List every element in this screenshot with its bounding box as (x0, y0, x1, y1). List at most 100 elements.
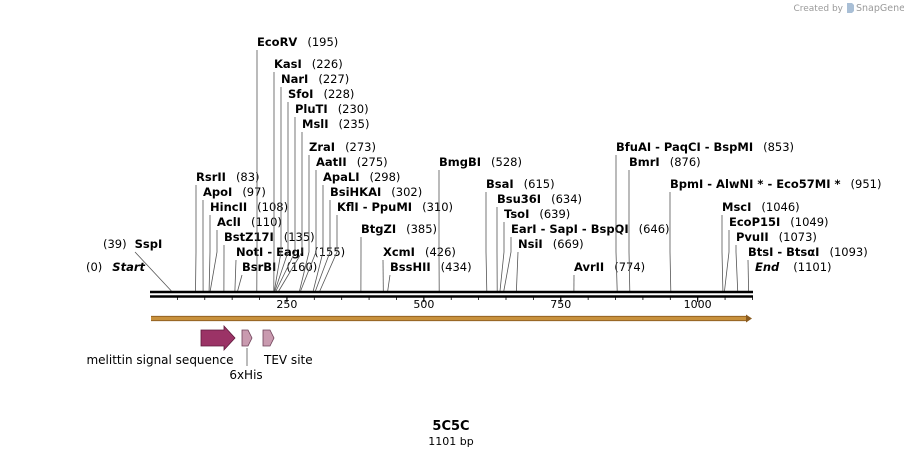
svg-text:ApoI(97): ApoI (97) (203, 185, 266, 199)
enzyme-site: MslI (235) (278, 117, 369, 292)
enzyme-site: BpmI - AlwNI * - Eco57MI * (951) (669, 177, 881, 292)
svg-text:AvrII(774): AvrII (774) (574, 260, 645, 274)
svg-text:KflI - PpuMI(310): KflI - PpuMI (310) (337, 200, 453, 214)
site-position: (230) (338, 102, 369, 116)
cut-line (299, 155, 310, 292)
cut-line (724, 230, 730, 292)
svg-text:BstZ17I(135): BstZ17I (135) (224, 230, 315, 244)
end-position: (1101) (793, 260, 831, 274)
site-separator: - (263, 245, 276, 259)
site-position: (228) (323, 87, 354, 101)
enzyme-site: BmrI (876) (628, 155, 701, 292)
site-enzyme: XcmI (383, 245, 415, 259)
cut-line (499, 222, 505, 292)
feature-arrow (241, 329, 253, 347)
enzyme-site: RsrII (83) (195, 170, 260, 292)
enzyme-site: NarI (227) (273, 72, 349, 292)
feature-label: melittin signal sequence (86, 353, 233, 367)
feature-melittin-signal-sequence: melittin signal sequence (86, 324, 236, 367)
svg-text:MscI(1046): MscI (1046) (722, 200, 800, 214)
snapgene-logo-icon (847, 3, 854, 13)
svg-text:BfuAI - PaqCI - BspMI(853): BfuAI - PaqCI - BspMI (853) (616, 140, 794, 154)
site-position: (135) (284, 230, 315, 244)
site-enzyme: NotI (236, 245, 263, 259)
cut-line (503, 237, 512, 292)
site-enzyme: AvrII (574, 260, 604, 274)
site-enzyme: NarI (281, 72, 308, 86)
site-separator: - (578, 222, 591, 236)
svg-text:HincII(108): HincII (108) (210, 200, 288, 214)
site-enzyme: BtsαI (786, 245, 819, 259)
svg-text:RsrII(83): RsrII (83) (196, 170, 260, 184)
site-enzyme: BsiHKAI (330, 185, 381, 199)
site-enzyme: SfoI (288, 87, 313, 101)
site-enzyme: SspI (135, 237, 163, 251)
site-position: (310) (422, 200, 453, 214)
enzyme-site: Bsu36I (634) (496, 192, 582, 292)
feature-tev-site: TEV site (262, 329, 313, 367)
site-position: (385) (406, 222, 437, 236)
svg-text:ApaLI(298): ApaLI (298) (323, 170, 400, 184)
site-position: (160) (286, 260, 317, 274)
site-enzyme: NsiI (518, 237, 543, 251)
svg-text:EcoP15I(1049): EcoP15I (1049) (729, 215, 829, 229)
site-enzyme: MslI (302, 117, 329, 131)
svg-text:BssHII(434): BssHII (434) (390, 260, 472, 274)
site-enzyme: SapI (549, 222, 578, 236)
site-enzyme: ZraI (309, 140, 335, 154)
site-enzyme: TsoI (504, 207, 529, 221)
site-position: (646) (639, 222, 670, 236)
svg-text:NarI(227): NarI (227) (281, 72, 349, 86)
ruler-tick-label: 250 (276, 298, 297, 311)
cut-line (669, 192, 672, 292)
site-enzyme: BssHII (390, 260, 431, 274)
enzyme-site: ApoI (97) (202, 185, 266, 292)
enzyme-site: PluTI (230) (275, 102, 369, 292)
enzyme-site: BsrBI (160) (237, 260, 317, 292)
site-position: (195) (307, 35, 338, 49)
enzyme-site: (39) SspI (103, 237, 172, 292)
svg-text:(39)SspI: (39) SspI (103, 237, 162, 251)
svg-text:BtsI - BtsαI(1093): BtsI - BtsαI (1093) (748, 245, 868, 259)
svg-text:BmgBI(528): BmgBI (528) (439, 155, 522, 169)
site-position: (235) (339, 117, 370, 131)
site-position: (876) (670, 155, 701, 169)
enzyme-site: XcmI (426) (382, 245, 456, 292)
cut-line (387, 274, 391, 292)
cut-line (300, 170, 317, 292)
site-enzyme: PluTI (295, 102, 328, 116)
site-enzyme: ApoI (203, 185, 232, 199)
svg-text:MslI(235): MslI (235) (302, 117, 369, 131)
feature-arrow (262, 329, 275, 347)
site-position: (227) (318, 72, 349, 86)
site-position: (615) (524, 177, 555, 191)
cut-line (134, 251, 172, 292)
enzyme-site: AvrII (774) (573, 260, 645, 292)
cut-line (485, 192, 488, 292)
site-enzyme: EcoRV (257, 35, 297, 49)
site-enzyme: BtsI (748, 245, 773, 259)
site-position: (273) (345, 140, 376, 154)
svg-text:XcmI(426): XcmI (426) (383, 245, 456, 259)
enzyme-site: KflI - PpuMI (310) (319, 200, 453, 292)
svg-text:PvuII(1073): PvuII (1073) (736, 230, 817, 244)
site-enzyme: HincII (210, 200, 247, 214)
enzyme-site: BmgBI (528) (438, 155, 522, 292)
enzyme-site: NsiI (669) (516, 237, 584, 292)
sequence-backbone (150, 290, 753, 298)
site-enzyme: EcoP15I (729, 215, 780, 229)
credit: Created by SnapGene (793, 3, 904, 14)
cut-line (516, 251, 519, 292)
svg-text:ZraI(273): ZraI (273) (309, 140, 376, 154)
svg-text:AatII(275): AatII (275) (316, 155, 388, 169)
site-enzyme: EagI (276, 245, 304, 259)
cut-line (273, 87, 282, 292)
site-enzyme: AlwNI * (716, 177, 763, 191)
site-position: (1046) (761, 200, 799, 214)
map-title: 5C5C (432, 419, 469, 434)
site-enzyme: BstZ17I (224, 230, 274, 244)
site-position: (97) (242, 185, 266, 199)
site-separator: - (773, 245, 786, 259)
site-separator: - (537, 222, 550, 236)
